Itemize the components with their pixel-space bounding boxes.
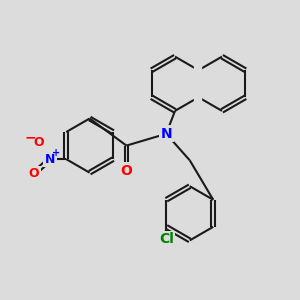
Text: N: N bbox=[45, 153, 55, 166]
Text: +: + bbox=[52, 148, 61, 158]
Text: O: O bbox=[28, 167, 39, 180]
Text: Cl: Cl bbox=[159, 232, 174, 246]
Text: O: O bbox=[34, 136, 44, 149]
Text: O: O bbox=[121, 164, 132, 178]
Text: −: − bbox=[25, 130, 36, 145]
Text: N: N bbox=[160, 127, 172, 141]
